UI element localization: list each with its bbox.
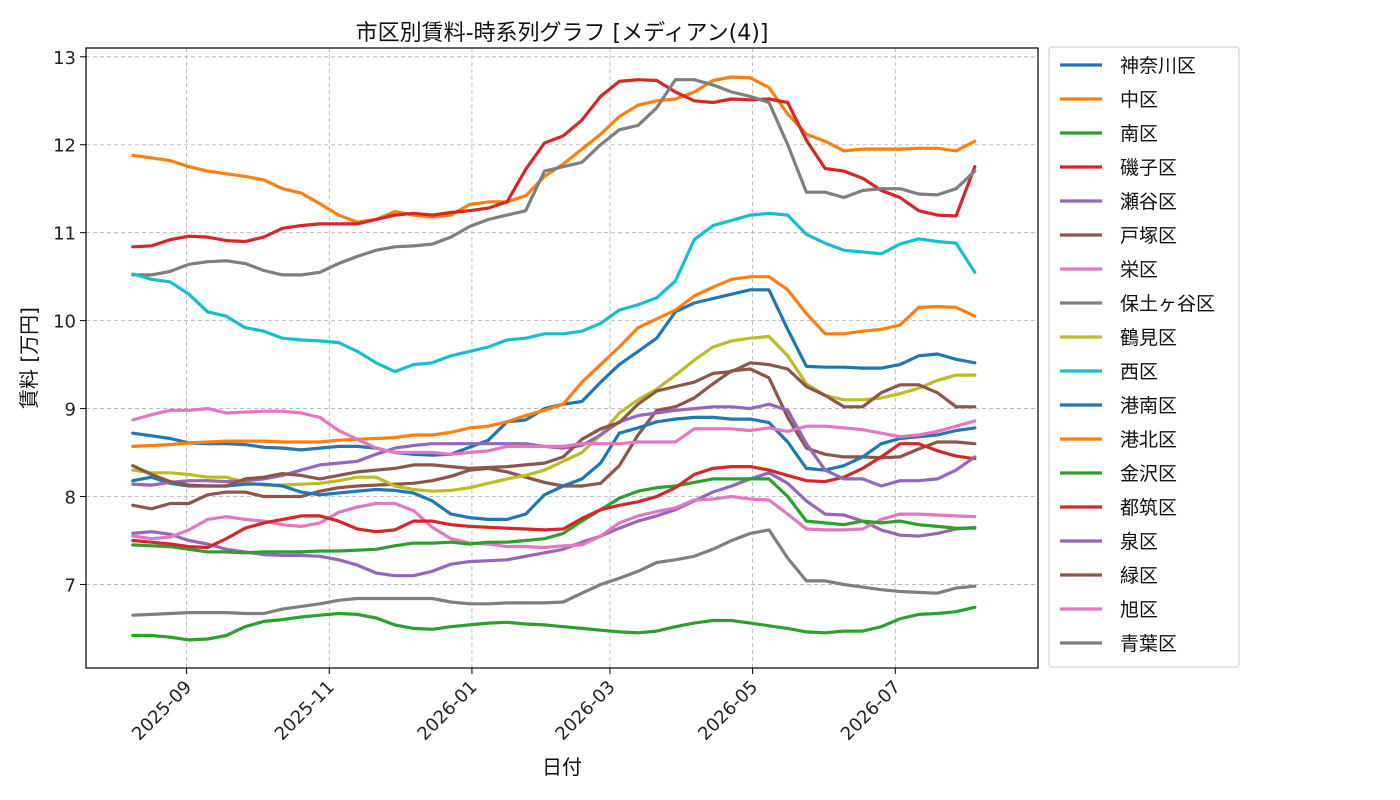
y-axis-title: 賃料 [万円]	[17, 307, 41, 409]
plot-area-frame	[85, 47, 1039, 669]
legend-label: 磯子区	[1120, 157, 1177, 179]
series-line-13	[131, 442, 977, 550]
x-axis-ticks: 2025-09 2025-11 2026-01 2026-03 2026-05 2026-…	[128, 668, 905, 745]
series-line-8	[131, 334, 977, 493]
legend-label: 保土ヶ谷区	[1120, 293, 1215, 315]
legend-label: 鶴見区	[1120, 327, 1177, 349]
chart-title: 市区別賃料-時系列グラフ [メディアン(4)]	[356, 21, 769, 46]
x-tick-label: 2025-09	[128, 677, 196, 745]
legend-label: 戸塚区	[1120, 225, 1177, 247]
x-tick-label: 2026-03	[551, 677, 619, 745]
series-line-3	[131, 78, 977, 249]
x-tick-label: 2026-05	[694, 677, 762, 745]
legend-label: 南区	[1120, 123, 1158, 145]
legend-items: 神奈川区中区南区磯子区瀬谷区戸塚区栄区保土ヶ谷区鶴見区西区港南区港北区金沢区都筑…	[1060, 55, 1215, 655]
series-line-11	[131, 275, 977, 448]
y-tick-label: 9	[65, 400, 76, 421]
legend-label: 都筑区	[1120, 497, 1177, 519]
legend-label: 栄区	[1120, 259, 1158, 281]
x-tick-label: 2026-01	[413, 677, 481, 745]
series-line-16	[131, 407, 977, 456]
y-axis-ticks: 7 8 9 10 11 12 13	[53, 48, 86, 596]
legend: 神奈川区中区南区磯子区瀬谷区戸塚区栄区保土ヶ谷区鶴見区西区港南区港北区金沢区都筑…	[1048, 46, 1240, 668]
series-line-12	[131, 477, 977, 555]
x-axis-title: 日付	[542, 755, 582, 779]
legend-label: 港北区	[1120, 429, 1177, 451]
series-line-17	[131, 528, 977, 617]
y-tick-label: 11	[53, 224, 76, 245]
y-tick-label: 8	[65, 488, 76, 509]
x-tick-label: 2025-11	[271, 677, 339, 745]
legend-label: 西区	[1120, 361, 1158, 383]
series-line-0	[131, 288, 977, 457]
x-tick-label: 2026-07	[837, 677, 905, 745]
legend-label: 旭区	[1120, 599, 1158, 621]
series-lines	[131, 75, 977, 642]
legend-label: 港南区	[1120, 395, 1177, 417]
series-line-1	[131, 75, 977, 224]
series-line-7	[131, 78, 977, 277]
series-line-15	[131, 361, 977, 488]
series-line-5	[131, 367, 977, 511]
series-line-9	[131, 211, 977, 374]
y-tick-label: 7	[65, 575, 76, 596]
legend-label: 緑区	[1120, 565, 1158, 587]
legend-label: 神奈川区	[1120, 55, 1196, 77]
legend-label: 青葉区	[1120, 633, 1177, 655]
legend-label: 中区	[1120, 89, 1158, 111]
legend-label: 泉区	[1120, 531, 1158, 553]
legend-label: 金沢区	[1120, 463, 1177, 485]
series-line-4	[131, 471, 977, 578]
series-line-10	[131, 415, 977, 522]
y-tick-label: 12	[53, 136, 76, 157]
grid	[86, 48, 1038, 668]
series-line-2	[131, 605, 977, 642]
y-tick-label: 13	[53, 48, 76, 69]
y-tick-label: 10	[53, 312, 76, 333]
series-line-6	[131, 494, 977, 550]
legend-label: 瀬谷区	[1120, 191, 1177, 213]
